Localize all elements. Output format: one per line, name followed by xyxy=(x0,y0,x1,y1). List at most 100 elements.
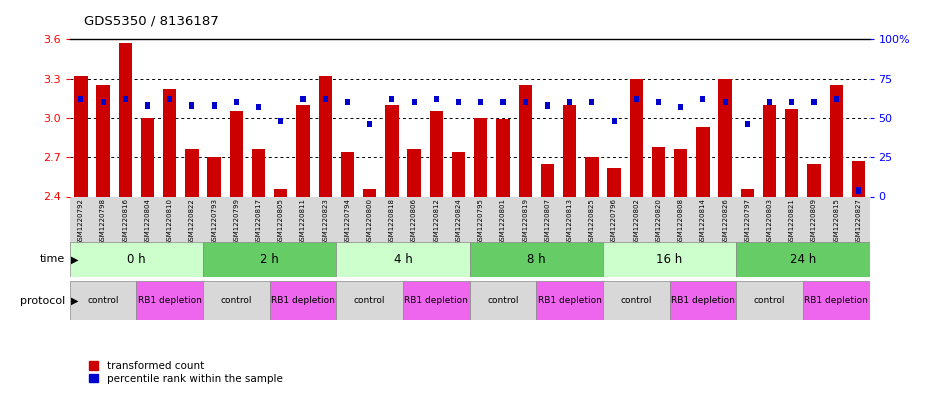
Bar xyxy=(70,242,203,277)
Bar xyxy=(274,189,287,196)
Bar xyxy=(678,104,684,110)
Bar xyxy=(337,281,403,320)
Bar xyxy=(670,281,737,320)
Bar xyxy=(452,152,465,196)
Text: RB1 depletion: RB1 depletion xyxy=(804,296,869,305)
Bar xyxy=(123,96,127,102)
Bar xyxy=(412,99,417,105)
Bar xyxy=(119,43,132,196)
Text: 8 h: 8 h xyxy=(527,253,546,266)
Bar xyxy=(203,281,270,320)
Bar xyxy=(737,281,803,320)
Bar xyxy=(540,164,554,196)
Bar xyxy=(207,157,220,196)
Text: 0 h: 0 h xyxy=(127,253,146,266)
Bar xyxy=(470,281,537,320)
Bar xyxy=(723,99,727,105)
Bar xyxy=(607,168,620,196)
Bar xyxy=(700,96,706,102)
Bar xyxy=(100,99,106,105)
Bar xyxy=(300,96,306,102)
Bar xyxy=(456,99,461,105)
Bar xyxy=(719,79,732,196)
Bar xyxy=(167,96,172,102)
Bar xyxy=(537,281,603,320)
Bar xyxy=(545,102,550,108)
Bar xyxy=(145,102,150,108)
Bar xyxy=(203,242,337,277)
Text: control: control xyxy=(487,296,519,305)
Bar xyxy=(737,242,870,277)
Bar xyxy=(633,96,639,102)
Text: control: control xyxy=(220,296,252,305)
Bar xyxy=(856,187,861,193)
Text: RB1 depletion: RB1 depletion xyxy=(138,296,202,305)
Bar xyxy=(740,189,754,196)
Bar xyxy=(430,111,443,196)
Bar xyxy=(652,147,665,196)
Bar xyxy=(185,149,199,196)
Bar xyxy=(367,121,372,127)
Bar xyxy=(390,96,394,102)
Bar xyxy=(763,105,777,196)
Bar xyxy=(270,281,337,320)
Text: control: control xyxy=(620,296,652,305)
Bar xyxy=(337,242,470,277)
Bar xyxy=(812,99,817,105)
Text: control: control xyxy=(354,296,385,305)
Bar xyxy=(297,105,310,196)
Bar xyxy=(140,118,154,196)
Bar xyxy=(567,99,572,105)
Bar xyxy=(612,118,617,124)
Bar xyxy=(497,119,510,196)
Bar xyxy=(230,111,243,196)
Bar xyxy=(656,99,661,105)
Bar xyxy=(585,157,599,196)
Text: RB1 depletion: RB1 depletion xyxy=(405,296,469,305)
Bar xyxy=(256,104,261,110)
Bar xyxy=(807,164,820,196)
Bar xyxy=(345,99,350,105)
Bar xyxy=(833,96,839,102)
Bar xyxy=(767,99,772,105)
Bar xyxy=(563,105,577,196)
Text: RB1 depletion: RB1 depletion xyxy=(271,296,335,305)
Text: control: control xyxy=(754,296,785,305)
Bar xyxy=(803,281,870,320)
Bar xyxy=(603,281,670,320)
Bar xyxy=(363,189,377,196)
Bar xyxy=(470,242,603,277)
Text: control: control xyxy=(87,296,119,305)
Bar xyxy=(478,99,484,105)
Bar xyxy=(590,99,594,105)
Bar xyxy=(278,118,284,124)
Bar xyxy=(603,242,737,277)
Bar xyxy=(340,152,354,196)
Text: ▶: ▶ xyxy=(71,254,78,264)
Bar xyxy=(137,281,203,320)
Legend: transformed count, percentile rank within the sample: transformed count, percentile rank withi… xyxy=(89,361,283,384)
Bar xyxy=(163,89,177,196)
Bar xyxy=(785,109,799,196)
Bar xyxy=(500,99,506,105)
Bar xyxy=(697,127,710,196)
Bar xyxy=(830,85,843,196)
Text: 2 h: 2 h xyxy=(260,253,279,266)
Text: 24 h: 24 h xyxy=(790,253,816,266)
Bar xyxy=(233,99,239,105)
Text: GDS5350 / 8136187: GDS5350 / 8136187 xyxy=(84,15,219,28)
Bar xyxy=(745,121,750,127)
Bar xyxy=(674,149,687,196)
Bar xyxy=(323,96,327,102)
Bar xyxy=(385,105,399,196)
Text: RB1 depletion: RB1 depletion xyxy=(538,296,602,305)
Bar xyxy=(74,76,87,196)
Bar xyxy=(523,99,527,105)
Bar xyxy=(78,96,84,102)
Bar xyxy=(403,281,470,320)
Bar xyxy=(407,149,420,196)
Bar xyxy=(519,85,532,196)
Text: 4 h: 4 h xyxy=(393,253,412,266)
Text: time: time xyxy=(40,254,65,264)
Bar xyxy=(97,85,110,196)
